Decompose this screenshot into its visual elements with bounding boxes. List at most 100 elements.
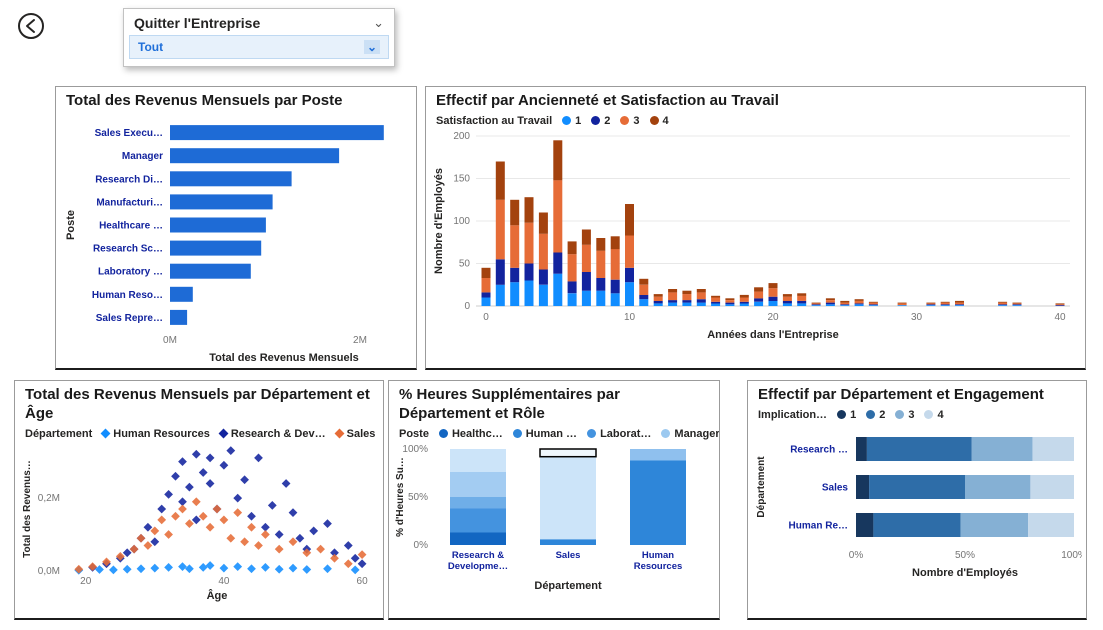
stacked-segment[interactable] [450,508,506,532]
stacked-bar[interactable] [856,474,1074,499]
legend-item[interactable]: Sales [334,428,375,440]
bar[interactable] [170,263,251,279]
revenue-by-role-chart: Sales Execu… Manager Research Di… Manufactu… [56,113,416,368]
stacked-column[interactable] [610,236,620,306]
y-tick-label: 0,0M [38,566,60,577]
stacked-column[interactable] [854,298,864,306]
stacked-column[interactable] [825,298,835,306]
stacked-column[interactable] [897,302,907,306]
scatter-series[interactable] [74,496,367,574]
stacked-column[interactable] [653,293,663,306]
stacked-segment[interactable] [540,456,596,539]
slicer-dropdown[interactable]: Tout ⌄ [129,35,389,59]
stacked-column[interactable] [510,199,520,306]
legend-title: Implication… [758,408,828,421]
stacked-column[interactable] [782,293,792,306]
stacked-column[interactable] [811,302,821,306]
legend-item[interactable]: 2 [866,409,885,421]
stacked-column[interactable] [630,448,686,545]
stacked-column[interactable] [739,294,749,306]
stacked-column[interactable] [481,267,491,306]
legend-item[interactable]: 3 [620,115,640,127]
scatter-series[interactable] [74,560,360,575]
legend-item[interactable]: Healthc… [438,428,503,440]
back-button[interactable] [16,12,46,42]
category-label: Manager [122,151,163,162]
stacked-bar[interactable] [856,436,1074,461]
stacked-column[interactable] [682,290,692,306]
stacked-column[interactable] [596,237,606,306]
stacked-column[interactable] [567,241,577,306]
bar[interactable] [170,217,266,233]
stacked-column[interactable] [868,301,878,306]
stacked-segment[interactable] [450,532,506,545]
category-label: Manufacturi… [96,197,163,208]
bar[interactable] [170,286,193,302]
x-tick-label: 10 [624,312,636,323]
stacked-column[interactable] [797,293,807,306]
bar[interactable] [170,240,262,256]
stacked-column[interactable] [625,203,634,306]
stacked-bar[interactable] [856,512,1074,537]
stacked-column[interactable] [553,140,563,306]
legend-label: 1 [575,114,582,127]
legend-item[interactable]: 2 [591,115,610,127]
stacked-column[interactable] [840,300,850,306]
legend-item[interactable]: 3 [895,409,914,421]
stacked-column[interactable] [1012,302,1022,306]
legend-item[interactable]: Human Resources [100,428,210,440]
legend-item[interactable]: 4 [649,114,669,127]
scatter-series[interactable] [88,445,367,572]
stacked-column[interactable] [495,161,505,306]
stacked-column[interactable] [926,302,936,306]
legend-item[interactable]: Laborat… [587,428,651,440]
chart-title: Effectif par Département et Engagement [758,386,1044,403]
stacked-column[interactable] [581,229,591,306]
slicer-header[interactable]: Quitter l'Entreprise ⌄ [124,9,394,35]
legend-item[interactable]: Manager [661,428,719,440]
legend-item[interactable]: 4 [924,409,944,421]
stacked-column[interactable] [524,196,534,306]
bar[interactable] [170,309,188,325]
stacked-segment[interactable] [630,448,686,461]
stacked-segment[interactable] [450,471,506,497]
stacked-column[interactable] [768,282,778,306]
stacked-column[interactable] [639,278,649,306]
legend: Implication… 1 2 3 4 [748,407,1086,422]
legend-item[interactable]: 1 [562,115,581,127]
legend-item[interactable]: Human … [512,428,577,440]
x-tick-label: 40 [1054,312,1066,323]
stacked-column[interactable] [696,288,706,306]
legend-label: 4 [662,114,669,127]
legend-label: 3 [908,408,915,421]
legend-item[interactable]: Research & Dev… [218,428,326,440]
chart-svg: 0% 50% 100% Research &Developme… Sales HumanR… [395,444,686,592]
stacked-column[interactable] [1055,303,1065,306]
stacked-column[interactable] [725,298,735,306]
stacked-column[interactable] [450,448,506,545]
bar[interactable] [170,194,273,210]
x-axis-title: Département [534,580,602,592]
stacked-segment[interactable] [540,538,596,545]
stacked-segment[interactable] [539,447,597,457]
bar[interactable] [170,147,340,163]
bar[interactable] [170,124,384,140]
stacked-column[interactable] [539,447,597,545]
stacked-segment[interactable] [450,496,506,509]
stacked-column[interactable] [711,295,721,306]
stacked-segment[interactable] [450,448,506,472]
legend-item[interactable]: 1 [837,409,856,421]
chevron-down-icon[interactable]: ⌄ [373,15,384,30]
stacked-segment[interactable] [630,460,686,545]
stacked-column[interactable] [998,301,1008,306]
stacked-column[interactable] [754,287,764,306]
stacked-column[interactable] [940,301,950,306]
stacked-column[interactable] [955,300,964,306]
slicer-title: Quitter l'Entreprise [134,15,261,31]
legend-marker [649,116,659,126]
stacked-column[interactable] [538,212,548,306]
stacked-column[interactable] [668,288,678,306]
bar[interactable] [170,171,292,187]
x-tick-label: 50% [955,550,975,561]
